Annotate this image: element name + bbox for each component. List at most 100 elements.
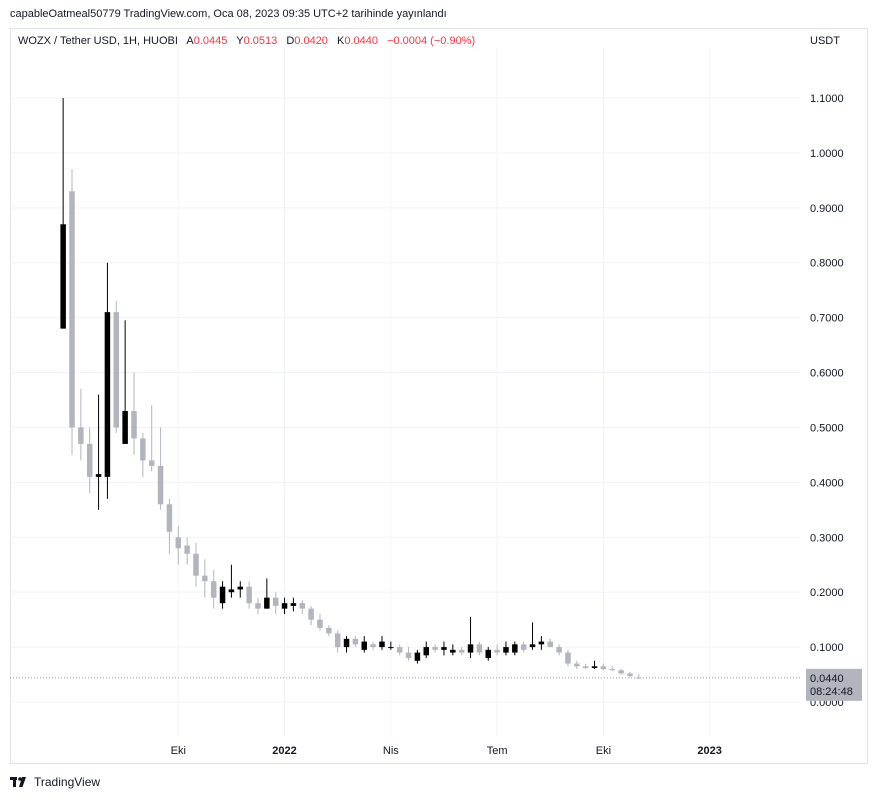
- candle-body: [255, 603, 261, 609]
- last-price-value: 0.0440: [810, 673, 844, 685]
- symbol-name: WOZX / Tether USD, 1H, HUOBI: [18, 35, 178, 47]
- low-label: D: [286, 35, 295, 47]
- candle-body: [228, 589, 235, 593]
- y-tick-label: 1.1000: [810, 93, 844, 105]
- candle-body: [272, 597, 279, 606]
- y-tick-label: 0.3000: [810, 532, 844, 544]
- published-caption: capableOatmeal50779 TradingView.com, Oca…: [10, 8, 447, 20]
- candles: [60, 98, 642, 679]
- candle-body: [202, 575, 208, 582]
- candle-body: [565, 652, 571, 664]
- y-tick-label: 0.9000: [810, 203, 844, 215]
- price-change: −0.0004 (−0.90%): [387, 35, 476, 47]
- close-label: K: [337, 35, 345, 47]
- candle-body: [352, 638, 359, 645]
- candle-body: [370, 644, 376, 648]
- axis-labels: 0.00000.10000.20000.30000.40000.50000.60…: [171, 93, 862, 757]
- open-value: 0.0445: [193, 35, 228, 47]
- candle-body: [131, 410, 137, 439]
- candle-body: [290, 603, 297, 606]
- candle-body: [379, 641, 385, 648]
- candle-body: [157, 465, 164, 505]
- low-value: 0.0420: [294, 35, 328, 47]
- candle-body: [95, 474, 102, 477]
- candle-body: [396, 647, 403, 653]
- candle-body: [414, 652, 421, 661]
- candle-body: [210, 581, 217, 598]
- candle-body: [299, 603, 306, 609]
- candle-body: [86, 443, 93, 477]
- candle-body: [246, 586, 252, 604]
- axis-unit: USDT: [810, 35, 840, 47]
- y-tick-label: 1.0000: [810, 148, 844, 160]
- candle-body: [458, 649, 465, 653]
- tradingview-logo-icon: [10, 777, 26, 787]
- candle-body: [334, 633, 341, 648]
- candle-body: [326, 627, 332, 634]
- last-price-badge: [806, 668, 862, 701]
- x-tick-label: 2023: [697, 745, 721, 757]
- y-tick-label: 0.8000: [810, 258, 844, 270]
- x-tick-label: Nis: [383, 745, 399, 757]
- candle-body: [361, 641, 368, 650]
- candle-body: [148, 460, 155, 466]
- candle-body: [582, 666, 589, 668]
- footer-brand-text: TradingView: [34, 775, 101, 789]
- candle-body: [122, 410, 128, 444]
- candle-body: [281, 603, 288, 609]
- candle-body: [627, 673, 633, 677]
- candle-body: [423, 647, 430, 656]
- y-tick-label: 0.5000: [810, 422, 844, 434]
- candle-body: [317, 619, 323, 628]
- candle-body: [175, 537, 182, 549]
- candle-body: [512, 644, 518, 653]
- candle-body: [503, 647, 509, 653]
- symbol-legend[interactable]: WOZX / Tether USD, 1H, HUOBI A0.0445 Y0.…: [18, 35, 475, 47]
- high-value: 0.0513: [243, 35, 278, 47]
- candle-body: [166, 504, 173, 532]
- candle-body: [591, 666, 598, 668]
- candle-body: [237, 586, 244, 590]
- candle-body: [538, 641, 545, 645]
- y-tick-label: 0.2000: [810, 587, 844, 599]
- candle-body: [104, 312, 111, 477]
- candle-body: [69, 191, 75, 428]
- candle-body: [441, 647, 447, 650]
- candle-body: [405, 652, 412, 659]
- candle-body: [193, 553, 199, 576]
- candle-body: [60, 224, 66, 329]
- y-tick-label: 0.7000: [810, 313, 844, 325]
- candle-body: [600, 666, 607, 670]
- candle-body: [219, 586, 226, 604]
- candle-body: [636, 677, 642, 679]
- y-tick-label: 0.6000: [810, 368, 844, 380]
- candle-body: [547, 641, 553, 648]
- candle-body: [343, 638, 350, 648]
- candle-body: [618, 670, 624, 674]
- candle-body: [450, 649, 456, 653]
- candle-body: [609, 669, 615, 671]
- candle-body: [520, 644, 527, 650]
- candle-body: [432, 647, 438, 650]
- x-tick-label: 2022: [272, 745, 296, 757]
- candle-body: [264, 597, 270, 609]
- y-tick-label: 0.1000: [810, 642, 844, 654]
- grid-lines: [10, 48, 800, 736]
- chart-frame[interactable]: [10, 28, 868, 764]
- candle-body: [574, 663, 580, 667]
- candle-body: [140, 438, 146, 461]
- close-value: 0.0440: [344, 35, 378, 47]
- candle-body: [485, 649, 491, 659]
- open-label: A: [186, 35, 194, 47]
- x-tick-label: Tem: [487, 745, 508, 757]
- candle-body: [113, 312, 120, 428]
- y-tick-label: 0.4000: [810, 477, 844, 489]
- candle-body: [476, 644, 483, 653]
- x-tick-label: Eki: [596, 745, 611, 757]
- high-label: Y: [236, 35, 244, 47]
- bar-countdown: 08:24:48: [810, 686, 853, 698]
- candle-body: [184, 545, 190, 554]
- candle-body: [388, 647, 394, 649]
- footer-brand[interactable]: TradingView: [10, 774, 100, 790]
